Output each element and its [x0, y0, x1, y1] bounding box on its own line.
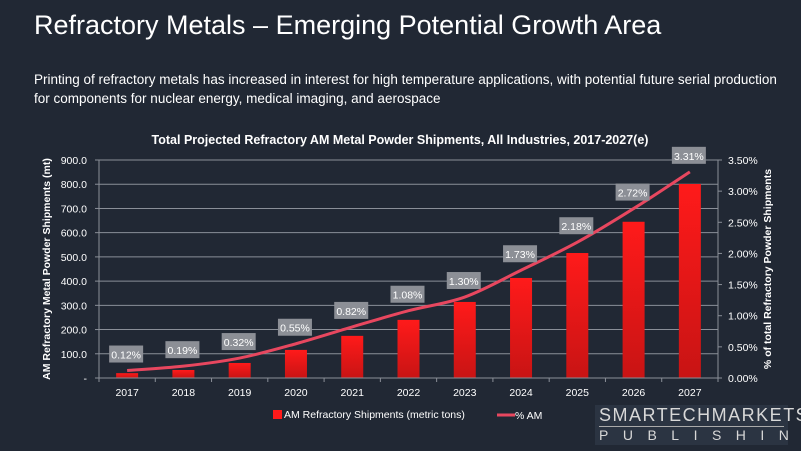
- y2-tick-label: 1.00%: [728, 311, 758, 323]
- y2-tick-label: 2.00%: [728, 248, 758, 260]
- data-label: 0.55%: [280, 323, 310, 335]
- x-tick-label: 2018: [172, 387, 196, 399]
- y-tick-label: -: [84, 373, 88, 385]
- bar: [172, 370, 195, 378]
- y-tick-label: 500.0: [61, 252, 87, 264]
- bar: [341, 335, 364, 378]
- bar: [678, 183, 701, 378]
- data-label-box: [109, 345, 144, 363]
- y-tick-label: 200.0: [61, 325, 87, 337]
- data-label: 0.12%: [111, 350, 141, 362]
- y2-tick-label: 0.50%: [728, 342, 758, 354]
- legend-line-label: % AM: [515, 410, 542, 422]
- y2-tick-label: 3.00%: [728, 186, 758, 198]
- x-tick-label: 2025: [566, 387, 590, 399]
- bar: [228, 362, 251, 378]
- logo-line2: PUBLISHING: [599, 427, 801, 443]
- data-label: 0.19%: [168, 345, 198, 357]
- chart-title: Total Projected Refractory AM Metal Powd…: [152, 133, 649, 147]
- logo-line1: SMARTECHMARKETS: [599, 405, 801, 425]
- data-label-box: [503, 245, 538, 263]
- data-label-box: [446, 272, 481, 290]
- x-tick-label: 2019: [228, 387, 252, 399]
- y-axis-label: AM Refractory Metal Powder Shipments (mt…: [41, 158, 53, 380]
- data-label: 2.72%: [618, 188, 648, 200]
- bar: [622, 221, 645, 378]
- x-tick-label: 2021: [341, 387, 365, 399]
- y-tick-label: 700.0: [61, 203, 87, 215]
- data-label: 1.73%: [505, 249, 535, 261]
- x-tick-label: 2020: [284, 387, 308, 399]
- pct-am-line: [127, 170, 691, 373]
- bar: [284, 349, 307, 378]
- data-label-box: [334, 301, 369, 319]
- y-tick-label: 900.0: [61, 155, 87, 167]
- data-label: 1.30%: [449, 276, 479, 288]
- data-label-box: [277, 318, 312, 336]
- data-label: 1.08%: [393, 290, 423, 302]
- slide-title: Refractory Metals – Emerging Potential G…: [34, 10, 662, 40]
- bar: [397, 319, 420, 378]
- y-tick-label: 400.0: [61, 276, 87, 288]
- bar: [510, 277, 533, 378]
- bar: [566, 253, 589, 378]
- legend-bar-swatch: [273, 410, 282, 419]
- y2-axis-label: % of total Refractory Powder Shipments: [762, 169, 774, 369]
- legend: AM Refractory Shipments (metric tons) % …: [273, 409, 542, 422]
- data-label: 0.82%: [336, 306, 366, 318]
- slide-subtitle: Printing of refractory metals has increa…: [34, 72, 777, 106]
- data-label: 2.18%: [561, 221, 591, 233]
- y2-tick-label: 0.00%: [728, 373, 758, 385]
- y-tick-label: 800.0: [61, 179, 87, 191]
- data-label-box: [165, 341, 200, 359]
- y2-tick-label: 3.50%: [728, 155, 758, 167]
- x-tick-label: 2024: [509, 387, 533, 399]
- x-tick-label: 2022: [397, 387, 421, 399]
- x-tick-label: 2023: [453, 387, 477, 399]
- data-label-box: [671, 146, 706, 164]
- legend-bar-label: AM Refractory Shipments (metric tons): [284, 409, 465, 421]
- data-label-box: [390, 285, 425, 303]
- smartech-logo: SMARTECHMARKETS PUBLISHING: [595, 405, 801, 445]
- y2-tick-label: 1.50%: [728, 280, 758, 292]
- data-label-box: [221, 333, 256, 351]
- bar: [116, 373, 139, 378]
- data-label-box: [559, 217, 594, 235]
- x-tick-label: 2027: [678, 387, 702, 399]
- data-label-box: [615, 183, 650, 201]
- data-label: 3.31%: [674, 151, 704, 163]
- x-tick-label: 2026: [622, 387, 646, 399]
- bar: [453, 301, 476, 378]
- y-tick-label: 300.0: [61, 300, 87, 312]
- y-tick-label: 100.0: [61, 349, 87, 361]
- y-tick-label: 600.0: [61, 228, 87, 240]
- x-tick-label: 2017: [115, 387, 139, 399]
- y2-tick-label: 2.50%: [728, 217, 758, 229]
- data-label: 0.32%: [224, 337, 254, 349]
